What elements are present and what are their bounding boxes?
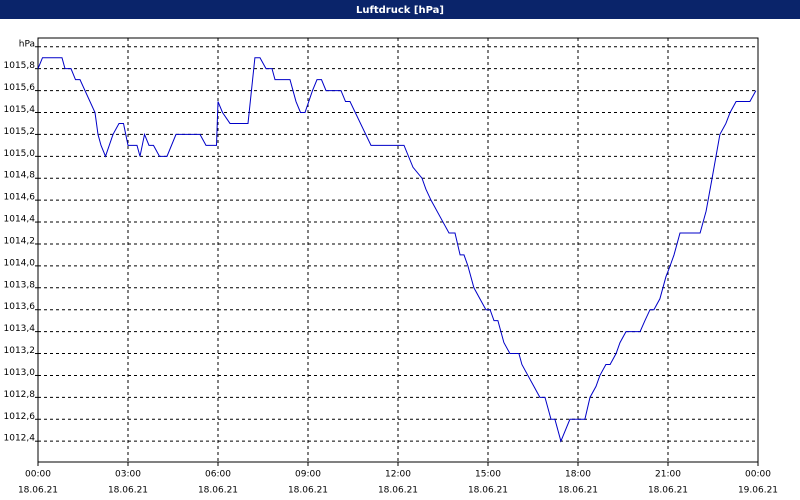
- y-tick-label: 1014,2: [4, 236, 36, 246]
- y-tick-label: 1015,6: [4, 83, 36, 93]
- y-tick-label: 1015,2: [4, 127, 36, 137]
- y-tick-label: 1013,2: [4, 346, 36, 356]
- y-tick-label: 1013,4: [4, 324, 36, 334]
- title-bar: [0, 0, 800, 19]
- y-tick-label: 1015,4: [4, 105, 36, 115]
- y-tick-label: 1014,8: [4, 171, 36, 181]
- line-series: [37, 57, 757, 443]
- y-tick-label: 1014,4: [4, 215, 36, 225]
- x-tick-date: 18.06.21: [648, 486, 688, 496]
- y-tick-label: 1012,4: [4, 434, 36, 444]
- y-tick-label: 1013,0: [4, 368, 36, 378]
- x-tick-label: 12:00: [385, 470, 411, 480]
- x-tick-date: 18.06.21: [18, 486, 58, 496]
- x-tick-label: 15:00: [475, 470, 501, 480]
- x-tick-date: 18.06.21: [558, 486, 598, 496]
- x-tick-date: 18.06.21: [468, 486, 508, 496]
- x-tick-label: 06:00: [205, 470, 231, 480]
- y-tick-label: 1012,8: [4, 390, 36, 400]
- x-tick-label: 00:00: [745, 470, 771, 480]
- x-tick-label: 21:00: [655, 470, 681, 480]
- chart-title: Luftdruck [hPa]: [356, 5, 444, 16]
- y-tick-label: 1013,8: [4, 280, 36, 290]
- y-tick-label: 1013,6: [4, 302, 36, 312]
- x-tick-label: 00:00: [25, 470, 51, 480]
- y-tick-label: 1015,8: [4, 61, 36, 71]
- y-tick-label: 1014,0: [4, 258, 36, 268]
- x-tick-date: 19.06.21: [738, 486, 778, 496]
- y-tick-label: hPa: [19, 39, 35, 49]
- y-tick-label: 1014,6: [4, 193, 36, 203]
- plot-border: [37, 37, 759, 463]
- x-tick-label: 18:00: [565, 470, 591, 480]
- x-tick-label: 09:00: [295, 470, 321, 480]
- x-tick-date: 18.06.21: [378, 486, 418, 496]
- y-tick-label: 1012,6: [4, 412, 36, 422]
- x-tick-date: 18.06.21: [108, 486, 148, 496]
- x-tick-label: 03:00: [115, 470, 141, 480]
- x-tick-date: 18.06.21: [288, 486, 328, 496]
- x-tick-date: 18.06.21: [198, 486, 238, 496]
- y-tick-label: 1015,0: [4, 149, 36, 159]
